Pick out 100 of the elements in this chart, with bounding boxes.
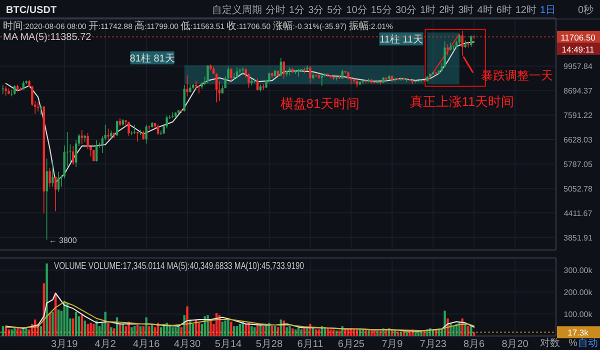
x-tick-label: 5月28	[256, 339, 283, 350]
x-tick-label: 6月11	[297, 339, 324, 350]
text: 12时	[515, 4, 536, 16]
bar	[306, 328, 308, 336]
text: 6时	[496, 4, 512, 16]
bar	[25, 328, 28, 336]
candlestick	[248, 72, 250, 88]
text: 自定义周期	[212, 4, 262, 16]
candlestick	[206, 64, 209, 84]
bar	[326, 328, 329, 336]
candlestick	[446, 44, 449, 56]
candlestick	[280, 57, 282, 76]
bar	[48, 312, 51, 336]
chart-title: BTC/USDT	[6, 5, 57, 16]
ref-line-label: 17.3k	[568, 328, 590, 338]
candlestick	[183, 84, 186, 112]
bar	[373, 330, 376, 336]
text: 14:49:11	[562, 44, 594, 54]
y-tick-label: 3851.91	[564, 233, 594, 242]
candlestick	[194, 80, 198, 90]
bar	[148, 326, 150, 336]
annotation: 真正上涨11天时间	[410, 94, 514, 109]
bar	[8, 329, 10, 336]
x-tick-label: 8月6	[464, 339, 486, 350]
text: 分时	[266, 4, 286, 16]
bar	[10, 329, 13, 336]
text: 0秒	[578, 4, 594, 16]
x-tick-label: 7月9	[382, 339, 404, 350]
bar	[230, 322, 232, 336]
bar	[78, 316, 80, 336]
text: 对数	[540, 337, 560, 349]
annotation: ← 3800	[48, 236, 78, 245]
bar	[464, 324, 466, 336]
x-tick-label: 8月20	[502, 339, 529, 350]
bar	[423, 332, 426, 336]
candlestick	[14, 84, 16, 96]
candlestick	[282, 60, 285, 80]
bar	[86, 324, 89, 336]
y-tick-label: 6628.03	[564, 135, 594, 144]
text: 30分	[395, 4, 417, 16]
bar	[417, 332, 420, 336]
candlestick	[145, 124, 148, 144]
bar	[52, 312, 54, 336]
candlestick	[57, 171, 60, 192]
y-tick-label: 100.00k	[564, 310, 594, 320]
text: 2时	[439, 4, 455, 16]
bar	[274, 326, 276, 336]
bar	[154, 327, 156, 336]
text: 15分	[370, 4, 392, 16]
bar	[172, 327, 174, 336]
bar	[180, 327, 183, 336]
candlestick	[84, 134, 86, 142]
annotation: VOLUME VOLUME:17,345.0114 MA(5):40,349.6833 MA(10):45,733.9190	[54, 261, 382, 272]
candlestick	[341, 69, 344, 80]
candlestick	[46, 158, 48, 240]
candlestick	[215, 72, 218, 103]
x-tick-label: 4月30	[174, 339, 202, 350]
candlestick	[40, 105, 42, 116]
ref-line-label: 11706.50	[560, 32, 596, 42]
bar	[110, 327, 112, 336]
candlestick	[309, 66, 312, 84]
bar	[467, 326, 470, 336]
bar	[233, 326, 236, 336]
text: 3分	[308, 4, 324, 16]
bar	[168, 326, 171, 336]
candlestick	[107, 128, 110, 140]
candlestick	[72, 146, 74, 166]
bar	[107, 322, 110, 336]
y-tick-label: 200.00k	[564, 288, 594, 298]
bar	[90, 322, 92, 336]
bar	[303, 328, 306, 336]
y-tick-label: 7591.22	[564, 110, 594, 120]
x-tick-label: 6月25	[338, 339, 365, 350]
candlestick	[230, 68, 232, 82]
candlestick	[238, 68, 242, 76]
bar	[198, 322, 200, 336]
bar	[224, 320, 226, 336]
x-tick-label: 4月2	[94, 339, 116, 350]
bar	[46, 263, 48, 336]
y-tick-label: 8694.37	[564, 86, 594, 96]
bar	[227, 318, 230, 336]
text: 4时	[477, 4, 493, 16]
bar	[66, 303, 68, 336]
bar	[2, 326, 4, 336]
bar	[472, 332, 476, 336]
bar	[288, 326, 291, 336]
bar	[338, 330, 341, 336]
candlestick	[52, 160, 54, 188]
x-tick-label: 5月14	[214, 339, 242, 350]
bar	[262, 326, 264, 336]
text: 1时	[420, 4, 436, 16]
candlestick	[80, 130, 84, 144]
candlestick	[128, 121, 130, 136]
line-series	[5, 301, 475, 332]
text: 1分	[289, 4, 305, 16]
bar	[174, 327, 177, 336]
candlestick	[139, 129, 142, 136]
candlestick	[48, 168, 51, 188]
candlestick	[186, 74, 188, 97]
bar	[444, 310, 446, 336]
